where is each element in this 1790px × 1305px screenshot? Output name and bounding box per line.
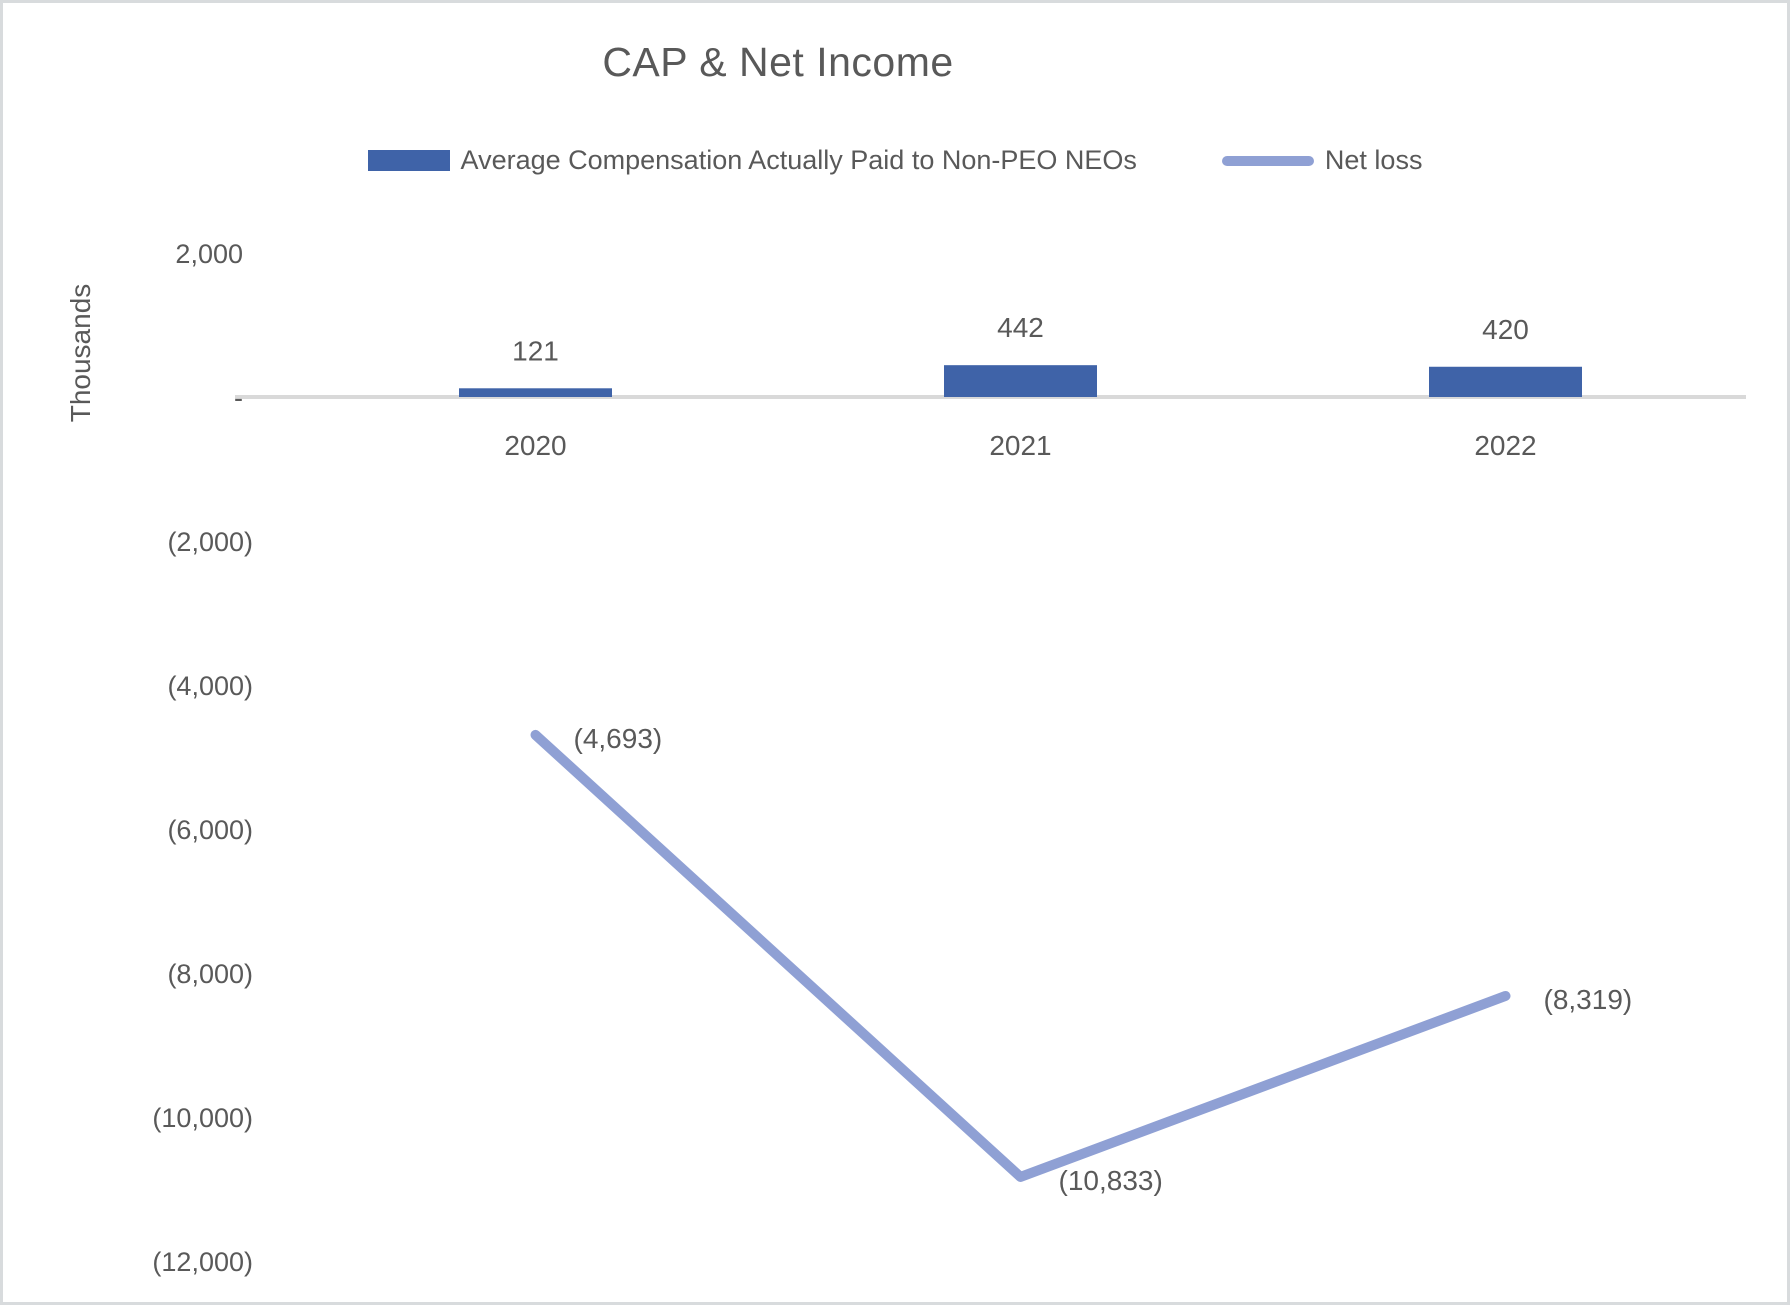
legend-label-net-loss: Net loss — [1324, 145, 1423, 175]
bar-series-swatch-icon — [367, 150, 450, 171]
plot-area: 2,000 - (2,000) (4,000) (6,000) (8,000) (10,00… — [152, 239, 1746, 1277]
legend-label-cap: Average Compensation Actually Paid to No… — [460, 145, 1137, 175]
line-value-label: (10,833) — [1059, 1165, 1163, 1196]
y-tick-label: (6,000) — [167, 815, 253, 845]
line-value-label: (4,693) — [574, 723, 663, 754]
bar-value-label: 121 — [512, 335, 559, 366]
bar-2020 — [459, 388, 612, 397]
legend: Average Compensation Actually Paid to No… — [3, 145, 1787, 176]
x-axis-label: 2020 — [504, 430, 566, 461]
x-axis-label: 2021 — [989, 430, 1051, 461]
y-tick-label: (10,000) — [152, 1103, 253, 1133]
y-tick-label: 2,000 — [175, 239, 243, 269]
bar-2022 — [1429, 366, 1582, 397]
line-series-swatch-icon — [1221, 155, 1314, 166]
legend-item-cap-bars: Average Compensation Actually Paid to No… — [367, 145, 1137, 176]
y-tick-label: (4,000) — [167, 671, 253, 701]
bar-value-label: 442 — [997, 312, 1044, 343]
chart-title: CAP & Net Income — [602, 39, 954, 85]
y-tick-label: - — [234, 383, 243, 413]
y-tick-label: (2,000) — [167, 527, 253, 557]
net-loss-line — [530, 729, 1511, 1182]
y-tick-label: (8,000) — [167, 959, 253, 989]
x-axis-label: 2022 — [1474, 430, 1536, 461]
legend-item-net-loss: Net loss — [1221, 145, 1423, 176]
line-value-label: (8,319) — [1544, 984, 1633, 1015]
y-tick-label: (12,000) — [152, 1247, 253, 1277]
bar-value-label: 420 — [1482, 314, 1529, 345]
bar-2021 — [944, 365, 1097, 397]
